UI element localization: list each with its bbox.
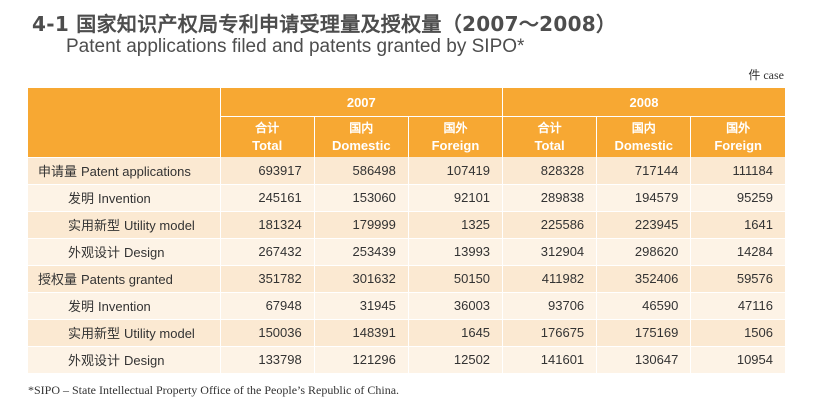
table-cell: 141601 bbox=[502, 346, 597, 374]
table-cell: 67948 bbox=[219, 292, 315, 320]
table-cell: 153060 bbox=[313, 184, 409, 212]
table-cell: 351782 bbox=[219, 265, 315, 293]
row-label: 实用新型 Utility model bbox=[28, 319, 221, 347]
table-cell: 298620 bbox=[596, 238, 691, 266]
row-label-chinese: 实用新型 bbox=[68, 219, 121, 234]
table-cell: 693917 bbox=[219, 157, 315, 185]
row-label-chinese: 实用新型 bbox=[68, 327, 121, 342]
table-body: 申请量 Patent applications 693917 586498 107419… bbox=[28, 157, 785, 374]
footnote: *SIPO – State Intellectual Property Offi… bbox=[28, 383, 400, 397]
row-label: 发明 Invention bbox=[28, 184, 221, 212]
year-header-2007: 2007 bbox=[219, 88, 503, 117]
table-cell: 289838 bbox=[502, 184, 597, 212]
page-title-chinese: 4-1 国家知识产权局专利申请受理量及授权量（2007～2008） bbox=[32, 12, 617, 36]
table-cell: 176675 bbox=[502, 319, 597, 347]
table-cell: 47116 bbox=[690, 292, 785, 320]
table-cell: 175169 bbox=[596, 319, 691, 347]
row-label: 授权量 Patents granted bbox=[28, 265, 221, 293]
row-label-header bbox=[28, 88, 221, 158]
row-label-english: Patent applications bbox=[81, 164, 191, 179]
table-cell: 14284 bbox=[690, 238, 785, 266]
table-row: 申请量 Patent applications 693917 586498 107419… bbox=[28, 157, 785, 185]
column-header: 国外 Foreign bbox=[690, 116, 785, 157]
column-header: 合计 Total bbox=[502, 116, 597, 157]
row-label: 外观设计 Design bbox=[28, 346, 221, 374]
table-cell: 1641 bbox=[690, 211, 785, 239]
row-label-english: Design bbox=[124, 245, 165, 260]
table-cell: 194579 bbox=[596, 184, 691, 212]
table-cell: 148391 bbox=[313, 319, 409, 347]
table-row: 发明 Invention 67948 31945 36003 93706 46590 4711… bbox=[28, 292, 785, 320]
row-label-chinese: 外观设计 bbox=[68, 354, 121, 369]
table-cell: 352406 bbox=[596, 265, 691, 293]
table-cell: 1506 bbox=[690, 319, 785, 347]
table-cell: 586498 bbox=[313, 157, 409, 185]
table-row: 实用新型 Utility model 150036 148391 1645 176675 1… bbox=[28, 319, 785, 347]
table-cell: 828328 bbox=[502, 157, 597, 185]
table-row: 授权量 Patents granted 351782 301632 50150 41198… bbox=[28, 265, 785, 293]
row-label: 发明 Invention bbox=[28, 292, 221, 320]
table-cell: 267432 bbox=[219, 238, 315, 266]
row-label-english: Invention bbox=[98, 191, 151, 206]
table-cell: 253439 bbox=[313, 238, 409, 266]
table-cell: 150036 bbox=[219, 319, 315, 347]
table-cell: 50150 bbox=[407, 265, 503, 293]
table-row: 发明 Invention 245161 153060 92101 289838 194579… bbox=[28, 184, 785, 212]
table-cell: 301632 bbox=[313, 265, 409, 293]
table-cell: 92101 bbox=[407, 184, 503, 212]
table-cell: 225586 bbox=[502, 211, 597, 239]
table-cell: 411982 bbox=[502, 265, 597, 293]
row-label-english: Utility model bbox=[124, 326, 195, 341]
column-header-row: 合计 Total 国内 Domestic 国外 Foreign 合计 Total 国内 D… bbox=[28, 116, 785, 157]
table-cell: 31945 bbox=[313, 292, 409, 320]
row-label-english: Invention bbox=[98, 299, 151, 314]
column-header: 国内 Domestic bbox=[313, 116, 409, 157]
row-label-english: Patents granted bbox=[81, 272, 173, 287]
table-cell: 1645 bbox=[407, 319, 503, 347]
table-cell: 223945 bbox=[596, 211, 691, 239]
table-cell: 121296 bbox=[313, 346, 409, 374]
table-cell: 59576 bbox=[690, 265, 785, 293]
table-row: 外观设计 Design 267432 253439 13993 312904 298620 1… bbox=[28, 238, 785, 266]
table-cell: 12502 bbox=[407, 346, 503, 374]
table-row: 外观设计 Design 133798 121296 12502 141601 130647 1… bbox=[28, 346, 785, 374]
row-label-chinese: 授权量 bbox=[38, 273, 78, 288]
row-label: 实用新型 Utility model bbox=[28, 211, 221, 239]
table-cell: 36003 bbox=[407, 292, 503, 320]
table-cell: 93706 bbox=[502, 292, 597, 320]
row-label-chinese: 发明 bbox=[68, 300, 95, 315]
row-label-chinese: 发明 bbox=[68, 192, 95, 207]
column-header: 国内 Domestic bbox=[596, 116, 691, 157]
table-cell: 130647 bbox=[596, 346, 691, 374]
table-cell: 245161 bbox=[219, 184, 315, 212]
table-cell: 111184 bbox=[690, 157, 785, 185]
table-cell: 181324 bbox=[219, 211, 315, 239]
unit-label: 件 case bbox=[748, 68, 784, 82]
row-label-english: Utility model bbox=[124, 218, 195, 233]
year-header-row: 2007 2008 bbox=[28, 88, 785, 158]
table-cell: 133798 bbox=[219, 346, 315, 374]
row-label-english: Design bbox=[124, 353, 165, 368]
table-cell: 13993 bbox=[407, 238, 503, 266]
year-header-2008: 2008 bbox=[502, 88, 785, 117]
row-label: 外观设计 Design bbox=[28, 238, 221, 266]
column-header: 合计 Total bbox=[219, 116, 315, 157]
column-header: 国外 Foreign bbox=[407, 116, 503, 157]
row-label-chinese: 申请量 bbox=[38, 165, 78, 180]
row-label: 申请量 Patent applications bbox=[28, 157, 221, 185]
patent-statistics-table: 2007 2008 合计 Total 国内 Domestic 国外 Foreign 合… bbox=[28, 88, 785, 374]
row-label-chinese: 外观设计 bbox=[68, 246, 121, 261]
table-cell: 95259 bbox=[690, 184, 785, 212]
table-cell: 46590 bbox=[596, 292, 691, 320]
table-cell: 179999 bbox=[313, 211, 409, 239]
table-cell: 312904 bbox=[502, 238, 597, 266]
table-cell: 1325 bbox=[407, 211, 503, 239]
table-cell: 717144 bbox=[596, 157, 691, 185]
page-title-english: Patent applications filed and patents gr… bbox=[66, 36, 525, 57]
table-row: 实用新型 Utility model 181324 179999 1325 225586 2… bbox=[28, 211, 785, 239]
table-cell: 107419 bbox=[407, 157, 503, 185]
table-cell: 10954 bbox=[690, 346, 785, 374]
